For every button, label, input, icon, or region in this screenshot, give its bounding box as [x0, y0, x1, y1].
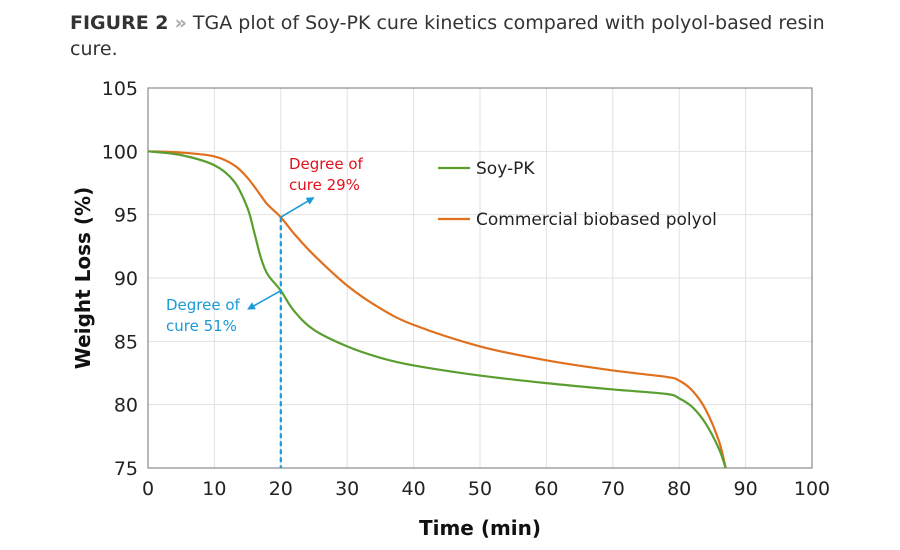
- series-lines: [147, 150, 727, 469]
- x-tick-label: 50: [468, 478, 492, 500]
- y-tick-label: 90: [114, 268, 138, 290]
- x-tick-label: 0: [142, 478, 154, 500]
- y-axis-label: Weight Loss (%): [71, 187, 95, 369]
- caption-separator: »: [174, 12, 187, 34]
- y-tick-label: 100: [102, 141, 138, 163]
- annotation-arrow: [247, 289, 282, 310]
- caption-text: TGA plot of Soy-PK cure kinetics compare…: [70, 12, 825, 60]
- y-tick-label: 80: [114, 395, 138, 417]
- x-tick-label: 40: [402, 478, 426, 500]
- x-tick-label: 100: [794, 478, 830, 500]
- grid: [147, 87, 813, 469]
- x-tick-label: 70: [601, 478, 625, 500]
- x-tick-label: 20: [269, 478, 293, 500]
- figure-label: FIGURE 2: [70, 12, 169, 34]
- series-line-soy-pk: [147, 150, 727, 469]
- x-tick-label: 10: [202, 478, 226, 500]
- y-tick-label: 75: [114, 458, 138, 480]
- y-tick-label: 105: [102, 78, 138, 100]
- annotation-cure-51: Degree of: [166, 296, 241, 314]
- annotation-arrow: [280, 197, 315, 218]
- x-tick-label: 80: [667, 478, 691, 500]
- annotation-cure-51: cure 51%: [166, 317, 237, 335]
- plot-border: [147, 87, 813, 469]
- annotation-cure-29: Degree of: [289, 155, 364, 173]
- x-tick-label: 30: [335, 478, 359, 500]
- legend-label: Commercial biobased polyol: [476, 210, 717, 230]
- x-tick-label: 90: [734, 478, 758, 500]
- figure-caption: FIGURE 2 » TGA plot of Soy-PK cure kinet…: [70, 10, 830, 62]
- x-tick-label: 60: [534, 478, 558, 500]
- y-tick-label: 95: [114, 205, 138, 227]
- legend: Soy-PK Commercial biobased polyol: [438, 159, 717, 230]
- y-tick-label: 85: [114, 331, 138, 353]
- legend-label: Soy-PK: [476, 159, 535, 179]
- annotations: Degree of cure 29% Degree of cure 51%: [166, 155, 364, 468]
- series-line-commercial-biobased-polyol: [147, 150, 727, 469]
- x-axis-label: Time (min): [419, 516, 541, 540]
- annotation-cure-29: cure 29%: [289, 176, 360, 194]
- tick-labels: 0 10 20 30 40 50 60 70 80 90 100 75 80 85 90 95 100 105: [102, 78, 830, 500]
